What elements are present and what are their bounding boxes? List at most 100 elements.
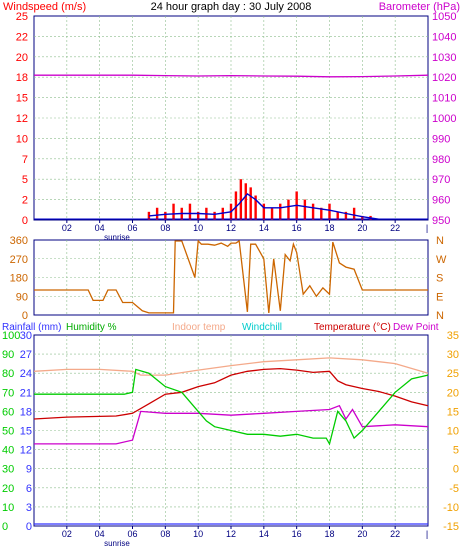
x-end-mark: | [426, 529, 428, 539]
y-tick-label: 30 [20, 330, 32, 342]
barometer-line [34, 74, 429, 78]
humidity-line [34, 368, 429, 446]
wind-bar [344, 211, 348, 220]
y-tick-label: 18 [20, 406, 32, 418]
x-tick-label: 08 [160, 529, 170, 539]
wind-direction-line [34, 239, 428, 314]
y-tick-label: 100 [2, 330, 20, 342]
windspeed-axis-label: Windspeed (m/s) [3, 1, 86, 13]
wind-bar [352, 207, 356, 220]
wind-bar [303, 199, 307, 220]
wind-bar [311, 203, 315, 220]
wind-bar [328, 203, 331, 220]
y-tick-label: 980 [432, 154, 450, 166]
y-tick-label: 40 [2, 445, 14, 457]
wind-grid [34, 16, 428, 220]
wind-bar [254, 195, 257, 220]
dewpoint-line [34, 404, 429, 445]
y-tick-label: 1040 [432, 31, 456, 43]
y-tick-label: S [436, 273, 443, 285]
x-end-mark: | [426, 223, 428, 233]
y-tick-label: 10 [16, 133, 28, 145]
temp-humidity-panel: Rainfall (mm) Humidity % Indoor temp Win… [2, 322, 459, 548]
y-tick-label: 90 [2, 349, 14, 361]
x-tick-label: 06 [127, 529, 137, 539]
y-tick-label: W [436, 254, 447, 266]
wind-bar [287, 199, 290, 220]
x-tick-label: 02 [62, 529, 72, 539]
y-tick-label: 5 [22, 174, 28, 186]
y-tick-label: -15 [443, 521, 459, 533]
y-tick-label: 60 [2, 406, 14, 418]
y-tick-label: 12 [16, 113, 28, 125]
y-tick-label: 960 [432, 195, 450, 207]
y-tick-label: 30 [2, 464, 14, 476]
y-tick-label: 25 [16, 11, 28, 23]
temperature-header: Temperature (°C) [314, 322, 391, 333]
x-tick-label: 10 [193, 223, 203, 233]
dewpoint-header: Dew Point [393, 322, 439, 333]
y-tick-label: 0 [453, 464, 459, 476]
y-tick-label: 7 [22, 154, 28, 166]
y-tick-label: 0 [22, 215, 28, 227]
indoor-temp-line [33, 357, 429, 376]
wind-bar [213, 211, 216, 220]
wind-bar [172, 203, 175, 220]
y-tick-label: 990 [432, 133, 450, 145]
y-tick-label: 35 [447, 330, 459, 342]
y-tick-label: 12 [20, 445, 32, 457]
windchill-header: Windchill [242, 322, 282, 333]
y-tick-label: 18 [16, 72, 28, 84]
y-tick-label: 5 [453, 445, 459, 457]
y-tick-label: 950 [432, 215, 450, 227]
y-tick-label: 0 [22, 310, 28, 322]
indoor-temp-header: Indoor temp [172, 322, 226, 333]
x-tick-label: 04 [95, 529, 105, 539]
y-tick-label: 10 [2, 502, 14, 514]
y-tick-label: -10 [443, 502, 459, 514]
x-tick-label: 12 [226, 223, 236, 233]
x-tick-label: 14 [259, 223, 269, 233]
y-tick-label: 3 [26, 502, 32, 514]
y-tick-label: 27 [20, 349, 32, 361]
temperature-y-ticks: -15 -10 -5 0 5 10 15 20 25 30 35 [443, 330, 459, 533]
wind-bar [320, 207, 323, 220]
x-tick-label: 16 [292, 529, 302, 539]
wind-bar [196, 211, 200, 220]
x-tick-label: 06 [127, 223, 137, 233]
y-tick-label: 30 [447, 349, 459, 361]
chart-title: 24 hour graph day : 30 July 2008 [151, 1, 312, 13]
sunrise-label-bottom: sunrise [104, 539, 130, 548]
y-tick-label: 50 [2, 426, 14, 438]
wind-bar [361, 215, 364, 220]
y-tick-label: 21 [20, 387, 32, 399]
wind-data [34, 74, 429, 220]
y-tick-label: 90 [16, 291, 28, 303]
y-tick-label: 15 [447, 406, 459, 418]
y-tick-label: 20 [16, 52, 28, 64]
y-tick-label: 970 [432, 174, 450, 186]
y-tick-label: 25 [447, 368, 459, 380]
y-tick-label: 9 [26, 464, 32, 476]
x-tick-label: 16 [292, 223, 302, 233]
x-tick-label: 20 [357, 223, 367, 233]
wind-bar [270, 207, 274, 220]
temp-data [33, 357, 429, 525]
x-tick-label: 20 [357, 529, 367, 539]
wind-bar [221, 207, 224, 220]
wind-bar [234, 191, 238, 220]
y-tick-label: 15 [16, 93, 28, 105]
x-tick-label: 14 [259, 529, 269, 539]
y-tick-label: -5 [449, 483, 459, 495]
y-tick-label: 1010 [432, 93, 456, 105]
y-tick-label: 6 [26, 483, 32, 495]
y-tick-label: 1020 [432, 72, 456, 84]
x-tick-label: 22 [390, 529, 400, 539]
wind-bar [336, 211, 339, 220]
barometer-axis-label: Barometer (hPa) [379, 1, 460, 13]
average-wind-line [148, 192, 379, 220]
x-tick-label: 18 [324, 223, 334, 233]
y-tick-label: N [436, 310, 444, 322]
